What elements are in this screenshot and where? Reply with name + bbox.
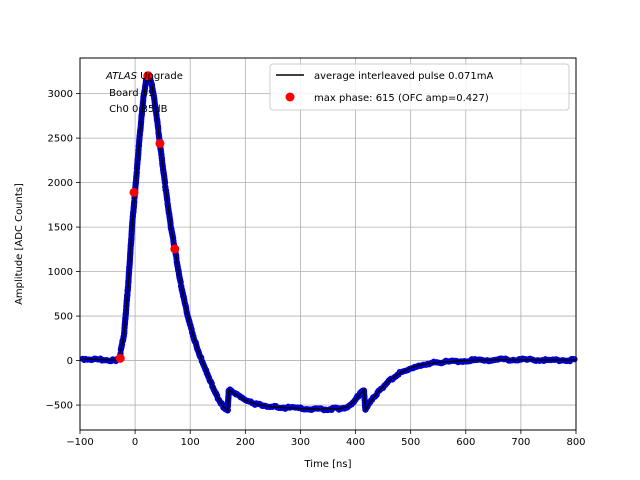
y-tick-label: 3000 [48, 89, 73, 100]
max-phase-markers [115, 71, 180, 363]
legend-box [269, 63, 570, 111]
y-tick-label: −500 [46, 401, 73, 412]
max-phase-marker [115, 353, 125, 363]
plot-frame [79, 57, 577, 431]
x-tick-label: 500 [401, 437, 420, 448]
x-tick-label: 300 [291, 437, 310, 448]
y-tick-label: 1500 [48, 223, 73, 234]
y-tick-label: 2500 [48, 134, 73, 145]
y-tick-label: 0 [67, 356, 73, 367]
x-tick-label: 400 [346, 437, 365, 448]
max-phase-marker [155, 138, 165, 148]
legend-entry-line: average interleaved pulse 0.071mA [314, 71, 493, 82]
x-tick-label: 600 [456, 437, 475, 448]
y-tick-label: 500 [54, 312, 73, 323]
scatter-point [571, 356, 578, 363]
legend-entry-markers: max phase: 615 (OFC amp=0.427) [314, 93, 489, 104]
annotation-line1: ATLAS Upgrade [105, 71, 183, 82]
annotation-line3: Ch0 0.35dB [106, 104, 168, 115]
y-tick-label: 1000 [48, 267, 73, 278]
y-axis-ticks: −500 0 500 1000 1500 2000 2500 3000 [46, 89, 80, 412]
x-tick-label: 800 [566, 437, 585, 448]
y-tick-label: 2000 [48, 178, 73, 189]
legend-marker-swatch [285, 92, 295, 102]
x-axis-label: Time [ns] [303, 459, 351, 470]
x-tick-label: 700 [511, 437, 530, 448]
y-axis-label: Amplitude [ADC Counts] [14, 183, 25, 305]
legend: average interleaved pulse 0.071mA max ph… [269, 63, 570, 111]
x-tick-label: 0 [132, 437, 138, 448]
x-tick-label: −100 [66, 437, 93, 448]
average-pulse-line-group [82, 73, 576, 414]
average-pulse-line [82, 73, 576, 414]
x-tick-label: 100 [181, 437, 200, 448]
annotation-line2: Board 59 [106, 88, 154, 99]
max-phase-marker [170, 244, 180, 254]
atlas-annotation: ATLAS Upgrade Board 59 Ch0 0.35dB [105, 71, 183, 115]
max-phase-marker [143, 71, 153, 81]
x-tick-label: 200 [236, 437, 255, 448]
x-axis-ticks: −100 0 100 200 300 400 500 600 700 800 [66, 430, 586, 448]
max-phase-marker [129, 187, 139, 197]
scatter-points [79, 71, 578, 414]
